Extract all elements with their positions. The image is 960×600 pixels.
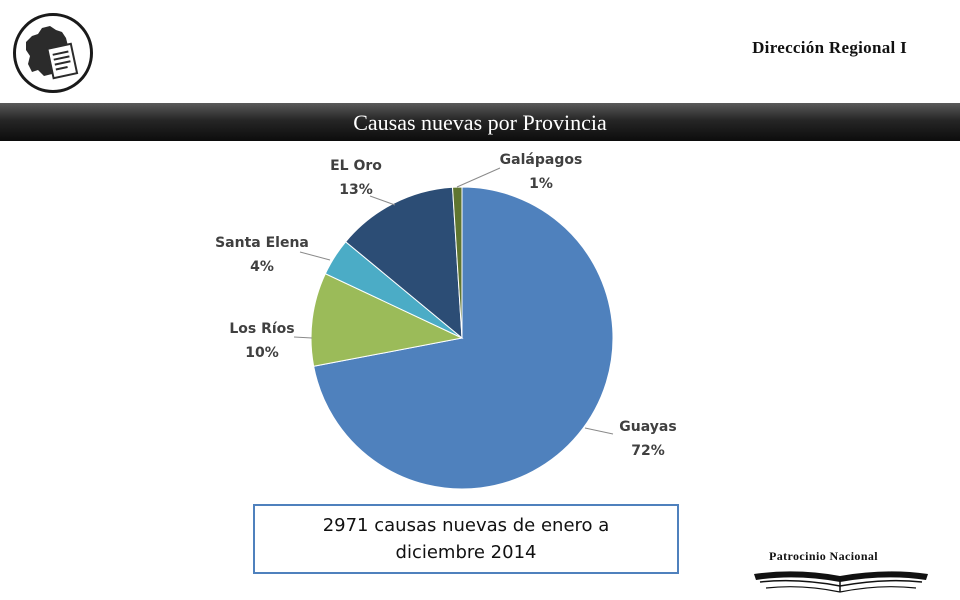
leader-line xyxy=(584,427,614,435)
slice-label: Galápagos xyxy=(500,152,583,168)
summary-box: 2971 causas nuevas de enero a diciembre … xyxy=(253,504,679,574)
sponsor-label: Patrocinio Nacional xyxy=(769,549,879,563)
slide-title: Causas nuevas por Provincia xyxy=(353,110,607,135)
logo xyxy=(13,13,93,93)
pie-slice-guayas xyxy=(313,186,614,490)
open-book-icon xyxy=(754,571,928,593)
region-label: Dirección Regional I xyxy=(752,38,907,57)
leader-line xyxy=(369,195,396,206)
slice-percent: 13% xyxy=(339,182,373,198)
pie-slice-los-ríos xyxy=(310,273,464,367)
slice-label: EL Oro xyxy=(330,158,382,174)
summary-text: 2971 causas nuevas de enero a diciembre … xyxy=(322,515,610,563)
title-bar xyxy=(0,103,960,141)
slice-percent: 72% xyxy=(631,443,665,459)
slice-percent: 10% xyxy=(245,345,279,361)
leader-line xyxy=(456,167,501,188)
ecuador-map-document-icon xyxy=(26,26,79,80)
leader-line xyxy=(293,336,313,339)
slice-label: Los Ríos xyxy=(229,321,294,337)
slice-percent: 4% xyxy=(250,259,274,275)
pie-slice-el-oro xyxy=(344,186,463,340)
slice-label: Santa Elena xyxy=(215,235,309,251)
slice-label: Guayas xyxy=(619,419,676,435)
slice-percent: 1% xyxy=(529,176,553,192)
leader-line xyxy=(299,251,331,261)
